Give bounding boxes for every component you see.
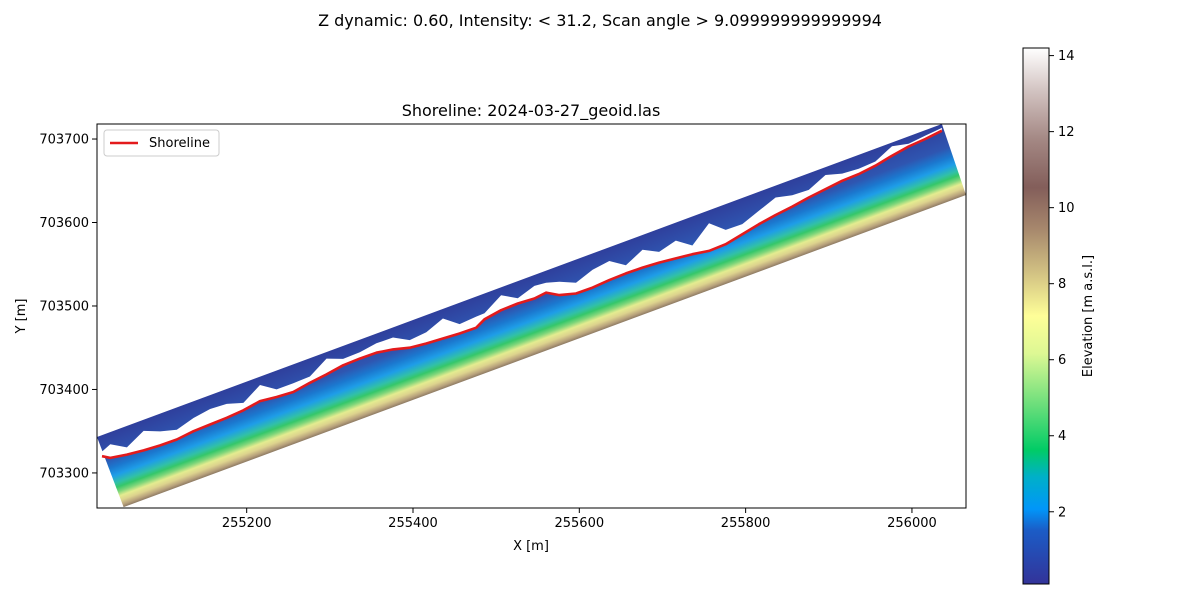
colorbar-tick-label: 2 bbox=[1058, 505, 1066, 520]
y-axis-label: Y [m] bbox=[14, 299, 29, 335]
legend: Shoreline bbox=[103, 129, 220, 157]
colorbar-tick-label: 8 bbox=[1058, 277, 1066, 292]
shoreline-line bbox=[101, 129, 943, 460]
y-tick-label: 703400 bbox=[39, 383, 89, 398]
x-axis-ticks: 255200 255400 255600 255800 256000 bbox=[222, 508, 937, 531]
y-tick-label: 703300 bbox=[39, 466, 89, 481]
colorbar: 2 4 6 8 10 12 14 Elevation [m a.s.l.] bbox=[1022, 47, 1096, 585]
x-tick-label: 256000 bbox=[887, 516, 937, 531]
figure-suptitle: Z dynamic: 0.60, Intensity: < 31.2, Scan… bbox=[318, 11, 882, 30]
colorbar-tick-label: 6 bbox=[1058, 353, 1066, 368]
chart-title: Shoreline: 2024-03-27_geoid.las bbox=[402, 101, 661, 121]
plot-frame bbox=[96, 123, 967, 509]
colorbar-tick-label: 14 bbox=[1058, 49, 1075, 64]
upland-no-data-mask bbox=[102, 127, 942, 458]
x-tick-label: 255600 bbox=[554, 516, 604, 531]
legend-label-shoreline: Shoreline bbox=[149, 136, 210, 151]
y-tick-label: 703700 bbox=[39, 133, 89, 148]
colorbar-tick-label: 4 bbox=[1058, 429, 1066, 444]
colorbar-ticks: 2 4 6 8 10 12 14 bbox=[1049, 49, 1075, 520]
plot-area bbox=[97, 124, 966, 508]
x-axis-label: X [m] bbox=[513, 539, 549, 554]
x-tick-label: 255400 bbox=[388, 516, 438, 531]
y-tick-label: 703600 bbox=[39, 216, 89, 231]
x-tick-label: 255200 bbox=[222, 516, 272, 531]
y-tick-label: 703500 bbox=[39, 299, 89, 314]
y-axis-ticks: 703300 703400 703500 703600 703700 bbox=[39, 133, 97, 481]
colorbar-tick-label: 12 bbox=[1058, 125, 1075, 140]
upland-gap bbox=[102, 127, 942, 458]
legend-frame bbox=[103, 129, 220, 157]
x-tick-label: 255800 bbox=[721, 516, 771, 531]
colorbar-scale bbox=[1022, 47, 1050, 585]
colorbar-label: Elevation [m a.s.l.] bbox=[1081, 255, 1096, 377]
colorbar-tick-label: 10 bbox=[1058, 201, 1075, 216]
